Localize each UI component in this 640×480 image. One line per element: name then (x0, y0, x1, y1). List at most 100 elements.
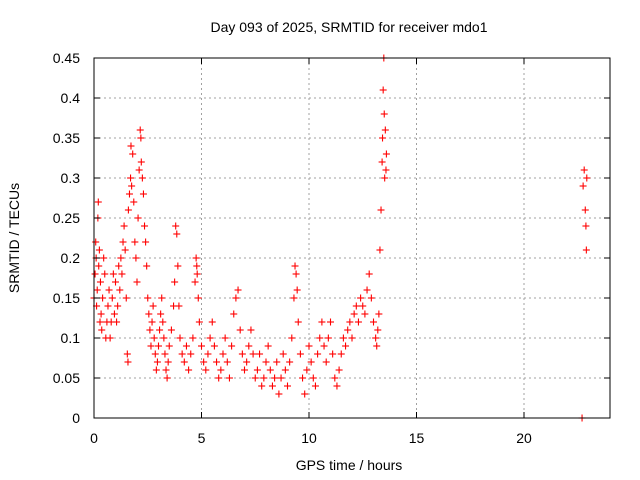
data-point (138, 174, 146, 182)
data-point (382, 166, 390, 174)
data-point (96, 318, 104, 326)
data-point (191, 278, 199, 286)
data-point (130, 198, 138, 206)
y-tick-label: 0.05 (53, 370, 80, 386)
data-point (198, 342, 205, 350)
data-point (139, 190, 147, 198)
data-point (357, 294, 365, 302)
x-tick-label: 5 (198, 430, 206, 446)
data-point (192, 254, 200, 262)
data-point (342, 342, 350, 350)
data-point (262, 358, 270, 366)
data-point (120, 222, 128, 230)
data-point (381, 174, 389, 182)
data-point (187, 350, 195, 358)
data-point (291, 262, 299, 270)
data-point (232, 294, 240, 302)
data-point (361, 310, 369, 318)
data-point (293, 286, 301, 294)
axis-ticks: 0 0.05 0.1 0.15 0.2 0.25 0.3 0.35 0.4 0.45 0 5 10 15 2… (53, 50, 610, 446)
data-point (164, 358, 172, 366)
data-point (159, 318, 167, 326)
data-point (307, 358, 315, 366)
data-point (290, 294, 298, 302)
data-point (303, 366, 311, 374)
data-point (379, 86, 387, 94)
data-point (193, 262, 201, 270)
data-point (119, 238, 127, 246)
data-point (256, 350, 264, 358)
data-point (172, 222, 180, 230)
data-point (156, 326, 164, 334)
data-point (151, 350, 159, 358)
data-point (213, 358, 221, 366)
data-points (90, 54, 591, 422)
data-point (314, 350, 322, 358)
data-point (354, 318, 362, 326)
data-point (580, 166, 588, 174)
data-point (162, 366, 170, 374)
data-point (268, 382, 276, 390)
data-point (333, 382, 341, 390)
data-point (258, 382, 266, 390)
data-point (241, 366, 248, 374)
data-point (281, 366, 289, 374)
data-point (331, 374, 339, 382)
data-point (581, 206, 589, 214)
data-point (128, 182, 136, 190)
plot-frame (93, 57, 611, 419)
data-point (149, 302, 157, 310)
data-point (150, 334, 158, 342)
y-tick-label: 0.3 (61, 170, 81, 186)
data-point (582, 246, 590, 254)
data-point (204, 350, 212, 358)
data-point (378, 158, 386, 166)
data-point (359, 302, 367, 310)
data-point (132, 254, 140, 262)
data-point (175, 302, 183, 310)
data-point (96, 278, 104, 286)
data-point (230, 310, 238, 318)
data-point (375, 310, 383, 318)
data-point (147, 342, 155, 350)
data-point (94, 198, 102, 206)
data-point (217, 366, 225, 374)
data-point (292, 270, 300, 278)
data-point (97, 310, 105, 318)
data-point (286, 358, 294, 366)
data-point (322, 358, 330, 366)
data-point (243, 358, 251, 366)
data-point (141, 222, 149, 230)
data-point (311, 382, 319, 390)
data-point (346, 318, 354, 326)
data-point (288, 334, 296, 342)
data-point (165, 342, 173, 350)
data-point (363, 286, 371, 294)
data-point (174, 262, 182, 270)
data-point (95, 246, 103, 254)
data-point (148, 318, 156, 326)
data-point (236, 326, 244, 334)
data-point (99, 294, 107, 302)
data-point (273, 358, 281, 366)
data-point (294, 318, 302, 326)
data-point (123, 350, 131, 358)
data-point (301, 390, 309, 398)
data-point (582, 222, 590, 230)
data-point (299, 374, 307, 382)
data-point (135, 166, 143, 174)
data-point (266, 366, 274, 374)
data-point (373, 342, 381, 350)
data-point (337, 350, 345, 358)
data-point (185, 366, 193, 374)
data-point (264, 342, 272, 350)
data-point (200, 358, 208, 366)
data-point (158, 294, 166, 302)
data-point (376, 246, 384, 254)
data-point (121, 246, 129, 254)
data-point (95, 262, 103, 270)
data-point (125, 190, 133, 198)
grid-lines (94, 58, 610, 418)
y-tick-label: 0.15 (53, 290, 80, 306)
